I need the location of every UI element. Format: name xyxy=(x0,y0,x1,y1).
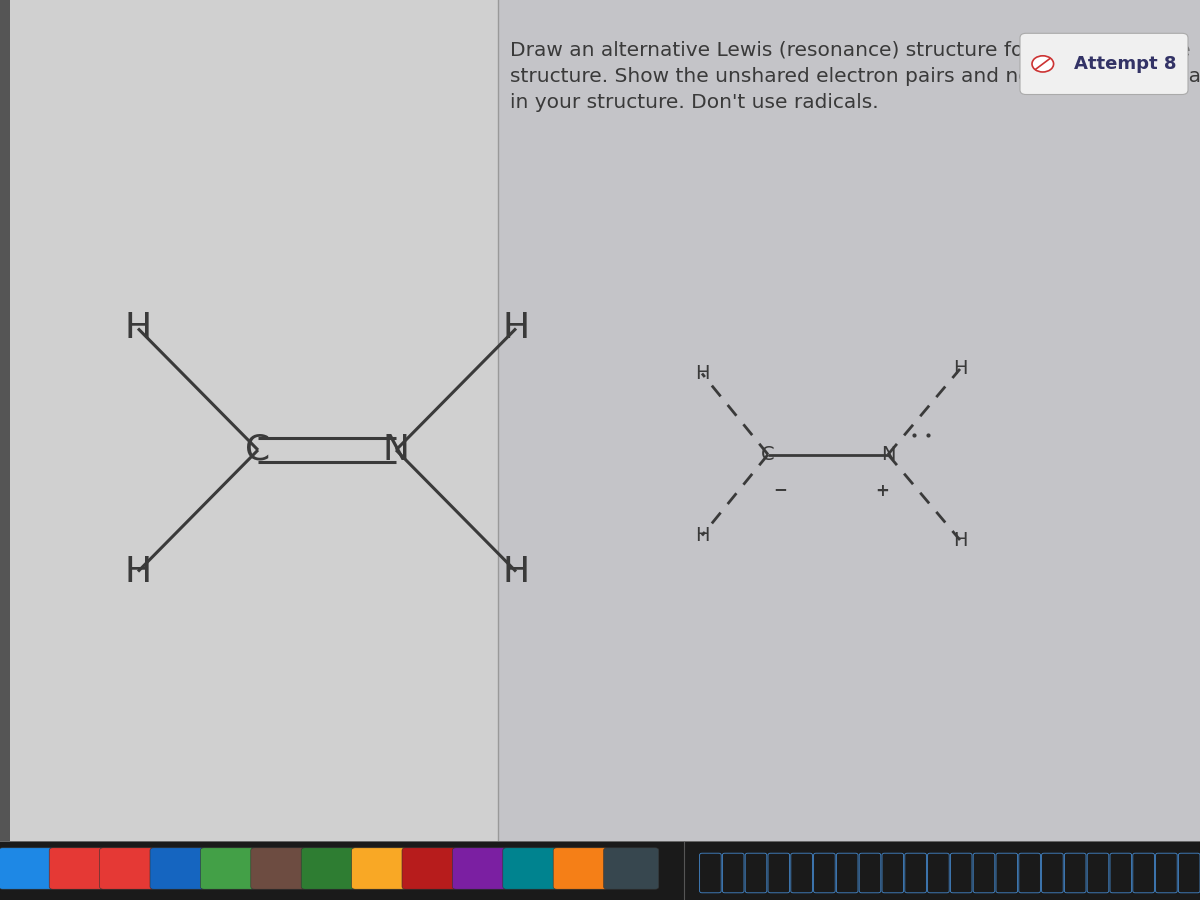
Text: Attempt 8: Attempt 8 xyxy=(1074,55,1176,73)
Text: H: H xyxy=(695,526,709,545)
FancyBboxPatch shape xyxy=(352,848,407,889)
Text: C: C xyxy=(245,433,271,467)
Text: −: − xyxy=(773,480,787,498)
Bar xyxy=(0,841,1200,843)
Text: H: H xyxy=(953,530,967,550)
Text: +: + xyxy=(875,482,889,500)
Bar xyxy=(498,0,1200,842)
Text: H: H xyxy=(125,554,151,589)
Text: H: H xyxy=(953,359,967,379)
Text: H: H xyxy=(503,311,529,346)
Text: N: N xyxy=(383,433,409,467)
FancyBboxPatch shape xyxy=(301,848,356,889)
FancyBboxPatch shape xyxy=(503,848,558,889)
FancyBboxPatch shape xyxy=(251,848,306,889)
FancyBboxPatch shape xyxy=(1020,33,1188,94)
Text: N: N xyxy=(881,445,895,464)
Text: H: H xyxy=(125,311,151,346)
Text: C: C xyxy=(761,445,775,464)
Bar xyxy=(0,0,498,842)
Bar xyxy=(0,0,10,842)
Bar xyxy=(0,842,1200,900)
FancyBboxPatch shape xyxy=(604,848,659,889)
FancyBboxPatch shape xyxy=(100,848,155,889)
Text: Draw an alternative Lewis (resonance) structure for the incomplete
structure. Sh: Draw an alternative Lewis (resonance) st… xyxy=(510,40,1200,112)
FancyBboxPatch shape xyxy=(49,848,104,889)
Text: H: H xyxy=(695,364,709,383)
Text: H: H xyxy=(503,554,529,589)
FancyBboxPatch shape xyxy=(200,848,256,889)
FancyBboxPatch shape xyxy=(150,848,205,889)
FancyBboxPatch shape xyxy=(0,848,54,889)
FancyBboxPatch shape xyxy=(452,848,508,889)
Circle shape xyxy=(1032,56,1054,72)
FancyBboxPatch shape xyxy=(402,848,457,889)
FancyBboxPatch shape xyxy=(553,848,608,889)
